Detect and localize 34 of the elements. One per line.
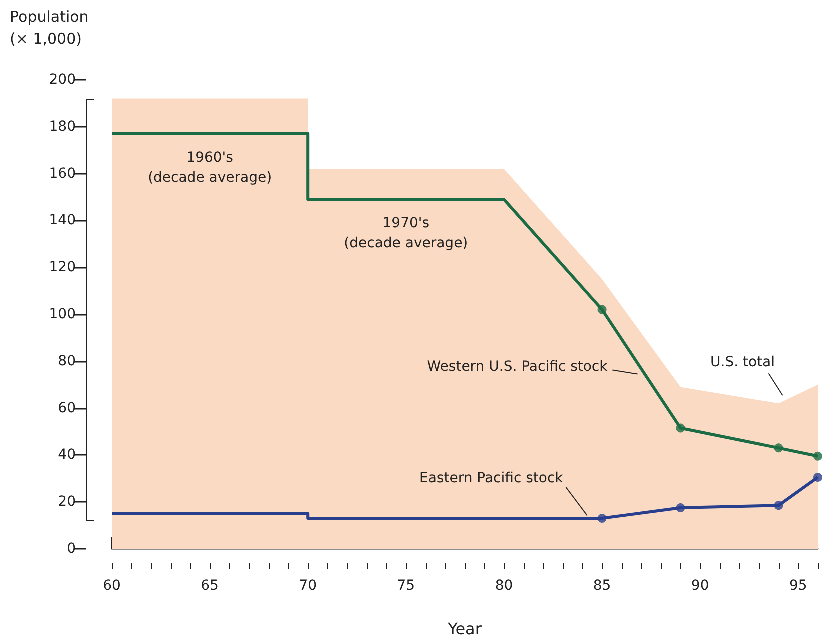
y-axis-title: Population (× 1,000) [10, 8, 89, 48]
x-tick-label: 95 [789, 578, 808, 594]
y-tick-label: 140 [49, 212, 76, 229]
x-tick-label: 65 [201, 578, 219, 594]
x-tick-label: 90 [691, 578, 710, 594]
annotation: 1960's (decade average) [148, 150, 272, 186]
annotation: 1970's (decade average) [344, 216, 468, 252]
x-tick-label: 80 [495, 578, 514, 594]
point [676, 424, 686, 433]
x-tick-label: 70 [299, 578, 318, 594]
point [598, 514, 607, 524]
point [676, 503, 686, 512]
y-tick-label: 180 [49, 118, 76, 135]
y-tick-label: 120 [49, 260, 76, 276]
x-tick-label: 60 [103, 578, 121, 594]
series-label: Western U.S. Pacific stock [427, 359, 609, 376]
y-tick-label: 100 [49, 306, 76, 322]
y-tick-label: 200 [49, 72, 76, 88]
y-tick-label: 80 [58, 353, 76, 370]
point [774, 444, 784, 453]
y-tick-label: 0 [67, 541, 76, 557]
y-tick-label: 40 [58, 447, 76, 464]
text: Eastern Pacific stock [420, 470, 564, 487]
y-tick-label: 60 [58, 400, 76, 416]
point [598, 305, 607, 314]
point [814, 452, 822, 461]
point [774, 501, 784, 510]
x-tick-label: 85 [593, 578, 612, 594]
y-tick-label: 20 [58, 494, 76, 510]
point [814, 472, 822, 482]
series-label: U.S. total [710, 354, 776, 371]
x-tick-label: 75 [397, 578, 416, 594]
x-axis-title: Year [447, 620, 482, 638]
y-tick-label: 160 [49, 166, 76, 182]
